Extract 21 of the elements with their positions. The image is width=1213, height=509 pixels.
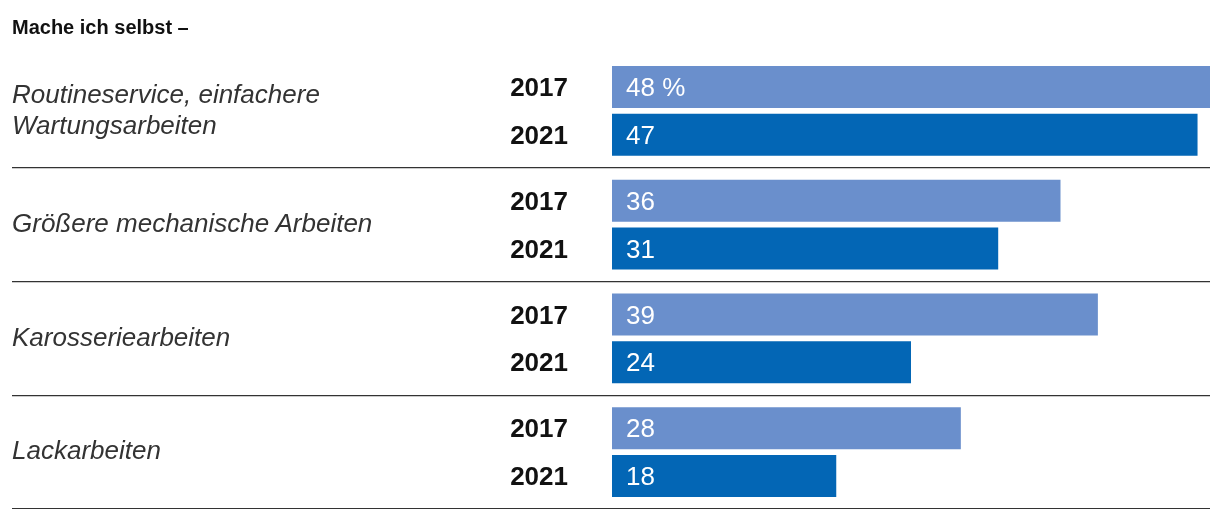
text: 2017 [510, 185, 568, 216]
y-tick-label: Lackarbeiten [12, 435, 161, 466]
text: Mache ich selbst – [12, 15, 189, 38]
data-label: 31 [626, 233, 655, 264]
data-label: 18 [626, 461, 655, 492]
data-label: 36 [626, 185, 655, 216]
y-tick-label: Karosseriearbeiten [12, 321, 231, 352]
text: 2017 [510, 299, 568, 330]
series-label: 2017 [510, 72, 568, 103]
text: 2021 [510, 233, 568, 264]
series-label: 2021 [510, 119, 568, 150]
data-label: 24 [626, 347, 655, 378]
text: 2021 [510, 461, 568, 492]
y-tick-label: Größere mechanische Arbeiten [12, 207, 373, 238]
text: 2017 [510, 413, 568, 444]
text: 2021 [510, 347, 568, 378]
y-tick-label: Routineservice, einfachere Wartungsarbeiten [12, 78, 320, 140]
data-label: 28 [626, 413, 655, 444]
data-label: 48 % [626, 72, 686, 103]
data-label: 39 [626, 299, 655, 330]
data-label: 47 [626, 119, 655, 150]
